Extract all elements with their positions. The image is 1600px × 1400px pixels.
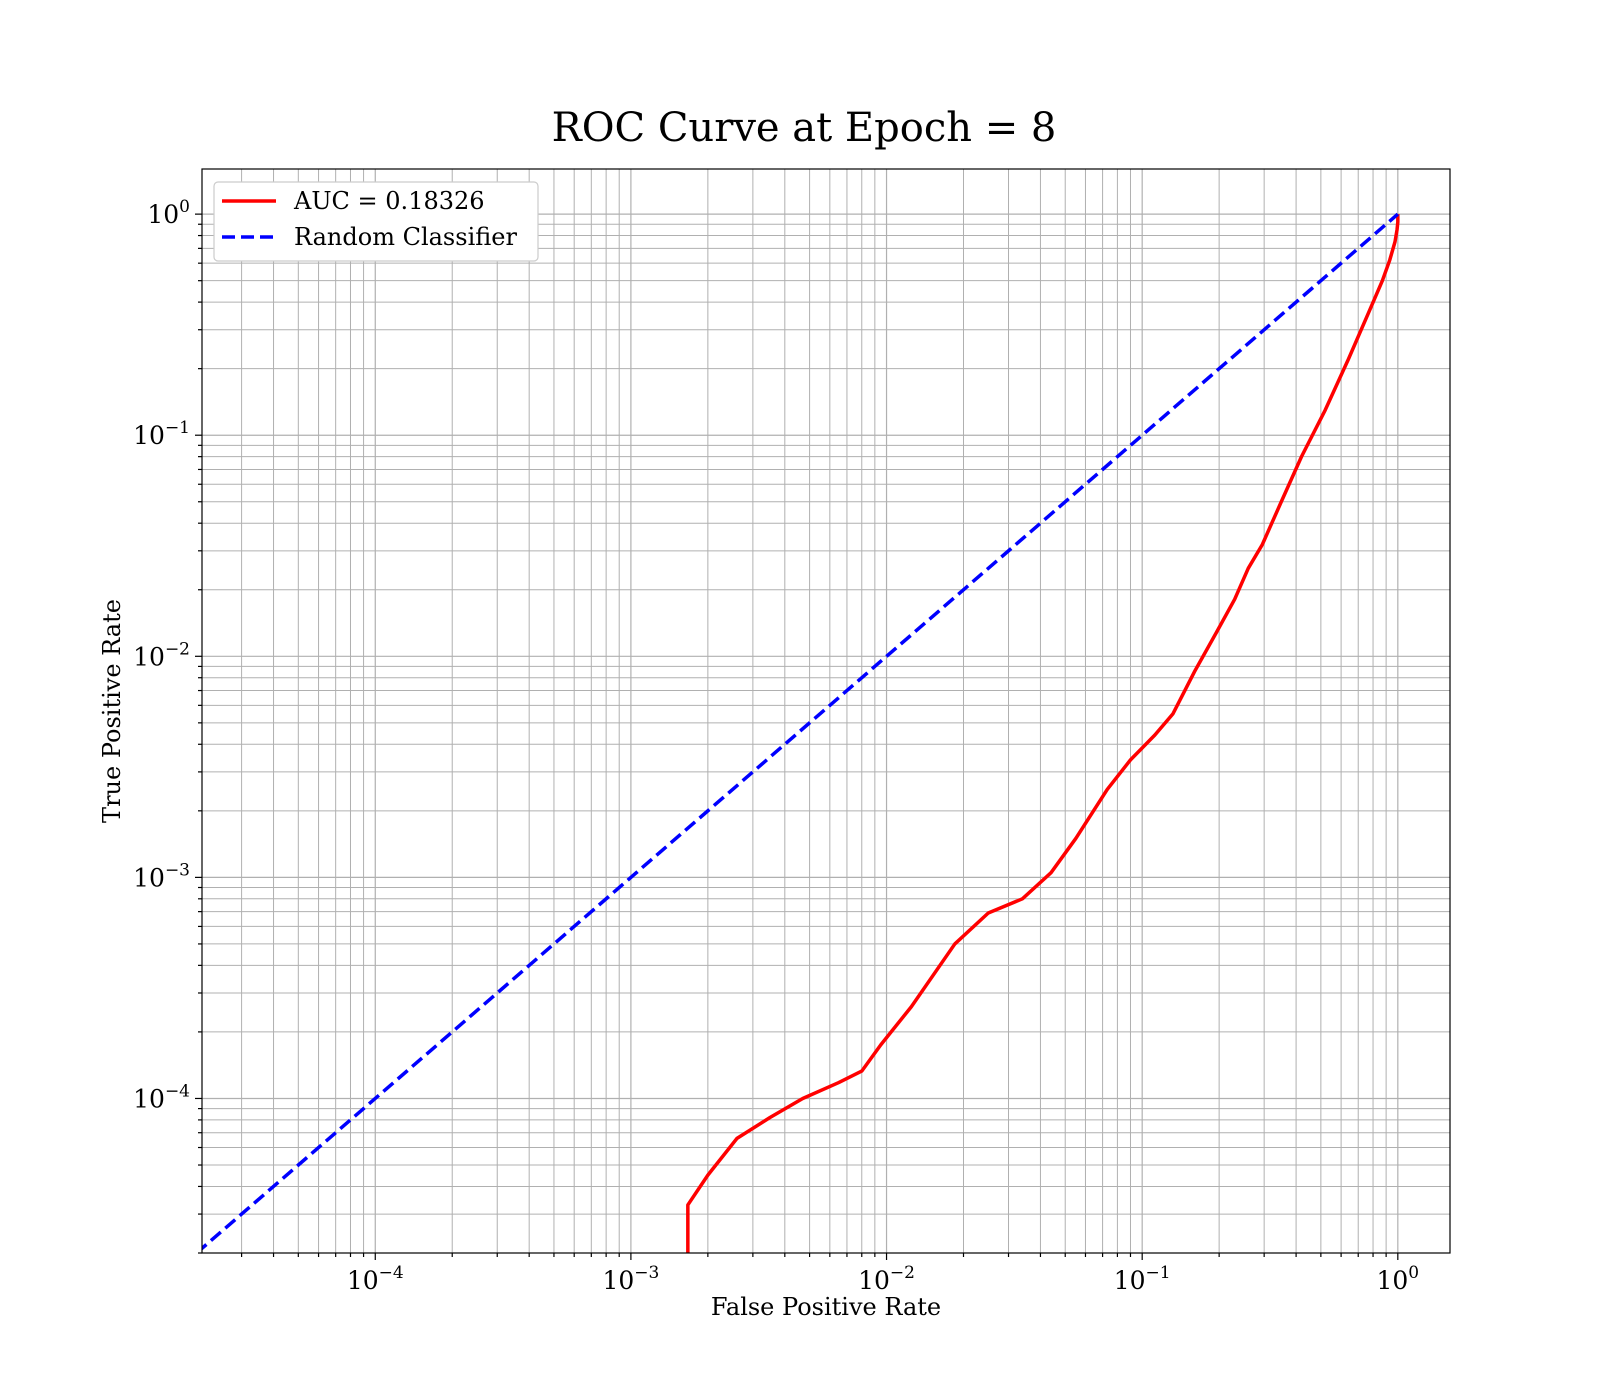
legend-label-random: Random Classifier: [294, 223, 517, 251]
roc-curve-line: [686, 214, 1400, 1253]
y-axis-label: True Positive Rate: [98, 599, 126, 823]
y-tick-label: 10−1: [133, 418, 190, 450]
legend-label-auc: AUC = 0.18326: [293, 187, 485, 215]
y-tick-label: 100: [147, 197, 190, 229]
series-layer: [202, 212, 1400, 1253]
ticks: 10−4 10−4 10−3 10−3 10−2 10−2 10−1 10−1 100 100: [133, 197, 1419, 1295]
x-tick-label: 10−4: [347, 1263, 404, 1295]
x-tick-label: 10−3: [602, 1263, 659, 1295]
x-tick-label: 10−2: [858, 1263, 915, 1295]
y-tick-label: 10−3: [133, 860, 190, 892]
chart-title: ROC Curve at Epoch = 8: [552, 105, 1057, 151]
random-classifier-line: [202, 212, 1399, 1251]
grid: [202, 169, 1450, 1254]
x-tick-label: 10−1: [1114, 1263, 1171, 1295]
x-axis-label: False Positive Rate: [711, 1293, 941, 1321]
y-tick-label: 10−2: [133, 639, 190, 671]
y-tick-label: 10−4: [133, 1081, 190, 1113]
legend-box: [213, 181, 539, 262]
x-tick-label: 100: [1376, 1263, 1419, 1295]
legend: AUC = 0.18326 Random Classifier: [213, 181, 539, 262]
plot-frame: [201, 168, 1451, 1254]
